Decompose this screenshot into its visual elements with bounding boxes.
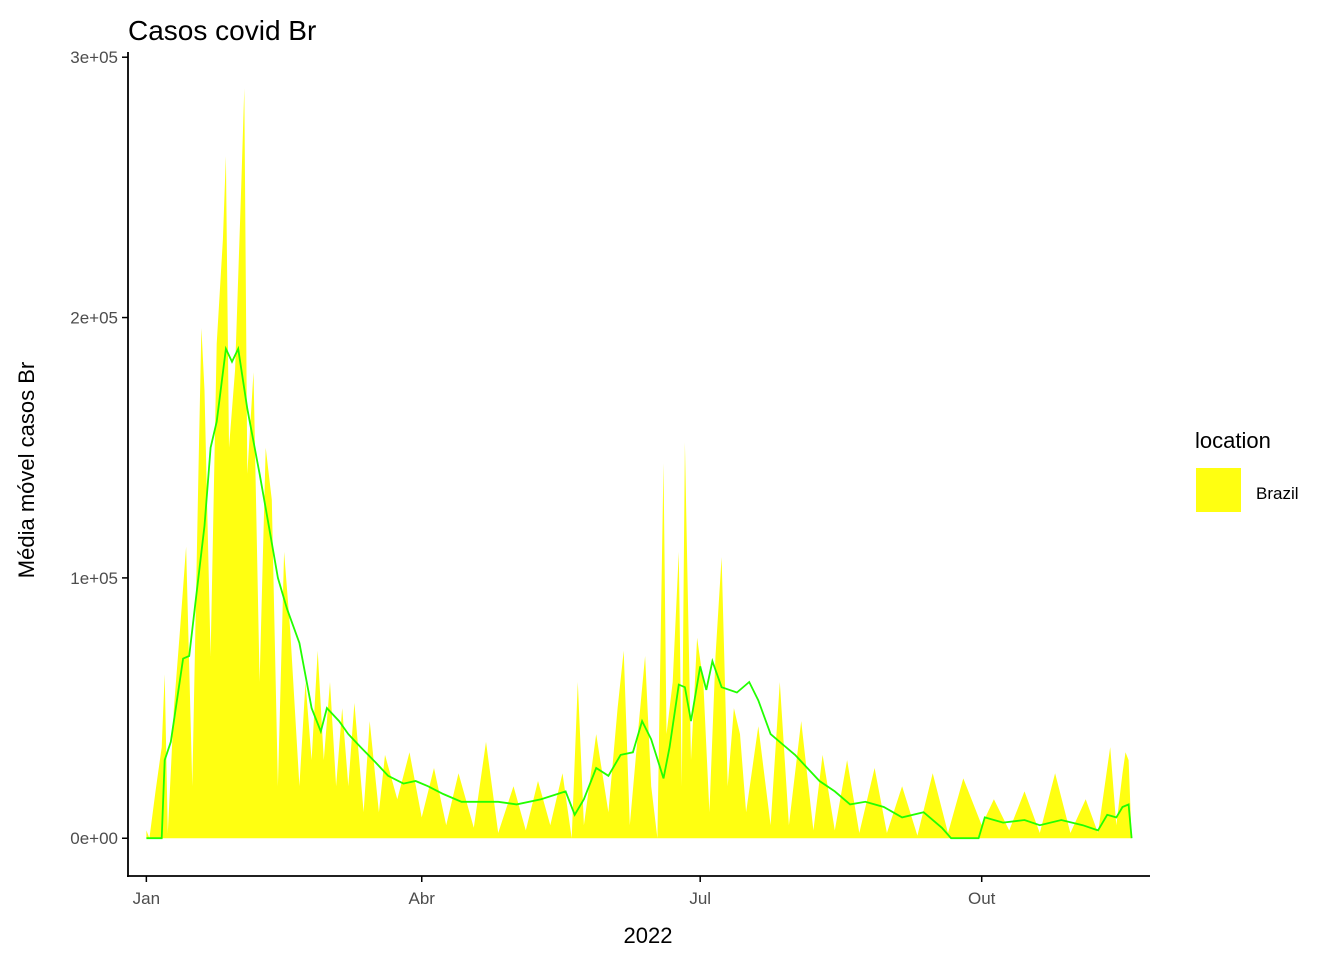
legend-key-brazil — [1196, 468, 1241, 512]
y-axis-title: Média móvel casos Br — [14, 362, 39, 578]
y-tick-label: 2e+05 — [70, 309, 118, 328]
x-tick-label: Jul — [689, 889, 711, 908]
x-tick-label: Out — [968, 889, 996, 908]
x-tick-label: Jan — [133, 889, 160, 908]
y-tick-label: 3e+05 — [70, 48, 118, 67]
legend-label-brazil: Brazil — [1256, 484, 1299, 503]
plot-area — [146, 88, 1133, 840]
y-tick-label: 0e+00 — [70, 829, 118, 848]
moving-average-line-brazil — [146, 345, 1133, 840]
area-series-brazil — [146, 88, 1132, 839]
legend: location Brazil — [1195, 428, 1299, 512]
legend-title: location — [1195, 428, 1271, 453]
y-axis: 0e+00 1e+05 2e+05 3e+05 — [70, 48, 129, 877]
chart-title: Casos covid Br — [128, 15, 316, 46]
x-axis-title: 2022 — [624, 923, 673, 948]
x-axis: Jan Abr Jul Out — [127, 875, 1150, 908]
x-tick-label: Abr — [409, 889, 436, 908]
y-tick-label: 1e+05 — [70, 569, 118, 588]
